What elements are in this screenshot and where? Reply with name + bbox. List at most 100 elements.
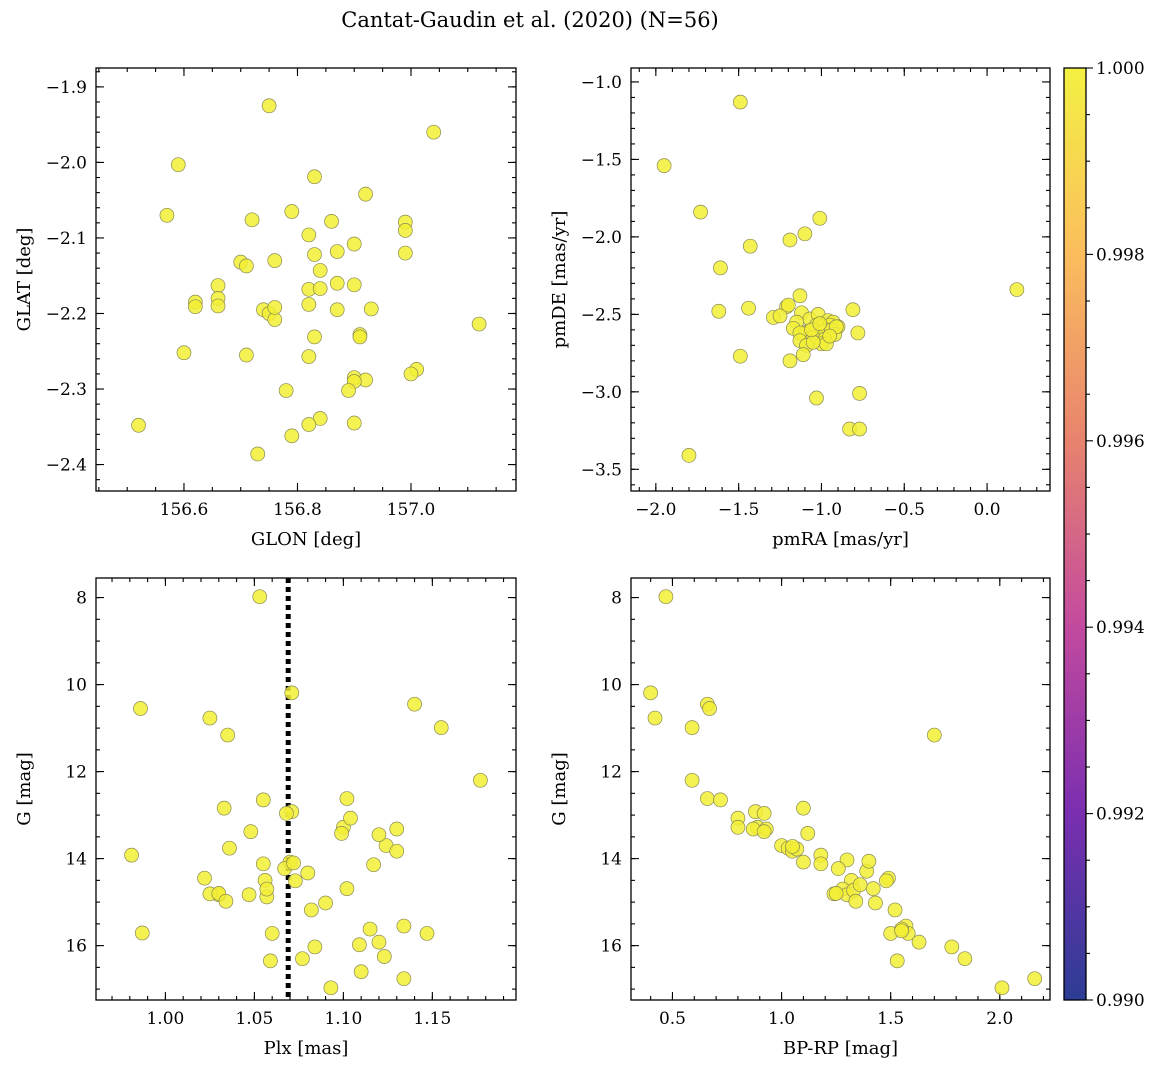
data-point [944, 939, 960, 955]
data-point [264, 926, 280, 941]
data-point [339, 791, 355, 806]
data-point [812, 210, 828, 226]
data-point [352, 329, 368, 345]
data-point [241, 887, 257, 903]
data-point [785, 839, 800, 854]
data-point [159, 207, 175, 223]
data-point [358, 186, 373, 202]
panel-bprp-g: 0.5 1.0 1.5 2.0 8 10 12 14 16 BP-RP [mag] G [mag] [549, 577, 1051, 1059]
data-point [210, 298, 226, 314]
data-point [681, 448, 697, 463]
data-point [797, 226, 813, 242]
data-point [376, 949, 392, 964]
data-point [780, 297, 796, 313]
data-point [396, 971, 412, 987]
data-point [134, 925, 150, 941]
data-point [812, 316, 828, 332]
y-tick-label: −2.2 [46, 304, 87, 324]
y-tick-label: 14 [65, 850, 87, 870]
data-point [397, 223, 413, 238]
data-point [176, 345, 192, 361]
y-tick-label: −2.1 [46, 229, 87, 249]
data-point [861, 853, 877, 869]
data-point [284, 685, 300, 701]
y-tick-label: 12 [600, 763, 622, 783]
data-point [742, 238, 758, 254]
y-axis-label: pmDE [mas/yr] [549, 211, 570, 349]
data-point [252, 589, 268, 605]
x-tick-label: 1.5 [877, 1009, 904, 1029]
data-point [218, 893, 234, 909]
data-point [339, 881, 355, 896]
colorbar-tick-label: 0.990 [1096, 991, 1145, 1011]
panel-pmra-pmde: −2.0 −1.5 −1.0 −0.5 0.0 −3.5 −3.0 −2.5 −2.0 −1.5 −… [549, 67, 1051, 550]
data-point [286, 855, 301, 871]
data-point [848, 893, 864, 909]
data-point [396, 918, 412, 934]
data-point [809, 390, 824, 406]
data-point [711, 303, 727, 319]
y-tick-label: 12 [65, 763, 87, 783]
data-point [244, 212, 260, 228]
y-tick-label: 10 [65, 676, 87, 696]
data-point [419, 926, 435, 941]
data-point [403, 366, 419, 382]
colorbar-tick-label: 0.992 [1096, 805, 1145, 825]
y-tick-label: −2.3 [46, 380, 87, 400]
data-point [346, 236, 362, 252]
data-point [805, 334, 821, 350]
data-point [782, 353, 798, 369]
x-tick-label: −1.5 [718, 500, 759, 520]
data-point [741, 300, 756, 316]
y-tick-label: −2.4 [46, 456, 87, 476]
x-tick-label: 0.5 [659, 1009, 686, 1029]
y-tick-label: 16 [65, 937, 87, 957]
axes-frame-plx-g [95, 577, 517, 1001]
data-point [800, 826, 816, 841]
data-point [301, 349, 317, 364]
data-point [346, 277, 362, 293]
data-point [796, 800, 811, 816]
data-point [352, 937, 367, 953]
y-tick-label: −2.5 [581, 305, 622, 325]
data-point [713, 792, 728, 808]
data-point [312, 281, 328, 296]
data-point [839, 852, 855, 868]
y-tick-label: 8 [76, 589, 87, 609]
data-point [318, 895, 333, 911]
data-point [255, 792, 271, 808]
data-point [371, 934, 387, 950]
data-point [828, 886, 844, 901]
axes-frame-glon-glat [95, 67, 517, 492]
data-point [878, 873, 894, 889]
x-tick-label: 156.6 [160, 500, 209, 520]
data-point [471, 316, 487, 332]
data-point [732, 348, 748, 364]
data-point [131, 417, 146, 433]
y-tick-label: −3.5 [581, 460, 622, 480]
data-point [889, 953, 905, 969]
y-axis-label: G [mag] [14, 752, 35, 825]
y-tick-label: −2.0 [46, 153, 87, 173]
data-point [887, 902, 903, 918]
x-tick-label: −1.0 [801, 500, 842, 520]
x-axis-label: pmRA [mas/yr] [772, 529, 909, 550]
data-point [1009, 282, 1025, 297]
data-point [222, 840, 237, 856]
data-point [329, 244, 345, 259]
data-point [845, 302, 861, 318]
data-point [287, 873, 303, 889]
data-point [397, 245, 413, 261]
data-point [363, 301, 379, 317]
data-point [926, 727, 942, 743]
data-point [865, 881, 881, 896]
data-point [301, 417, 317, 432]
data-point [300, 865, 316, 881]
data-point [730, 819, 746, 835]
axes-frame-bprp-g [630, 577, 1051, 1001]
data-point [267, 300, 283, 315]
colorbar-tick-label: 0.998 [1096, 245, 1145, 265]
data-point [643, 685, 658, 701]
x-tick-label: 157.0 [387, 500, 436, 520]
